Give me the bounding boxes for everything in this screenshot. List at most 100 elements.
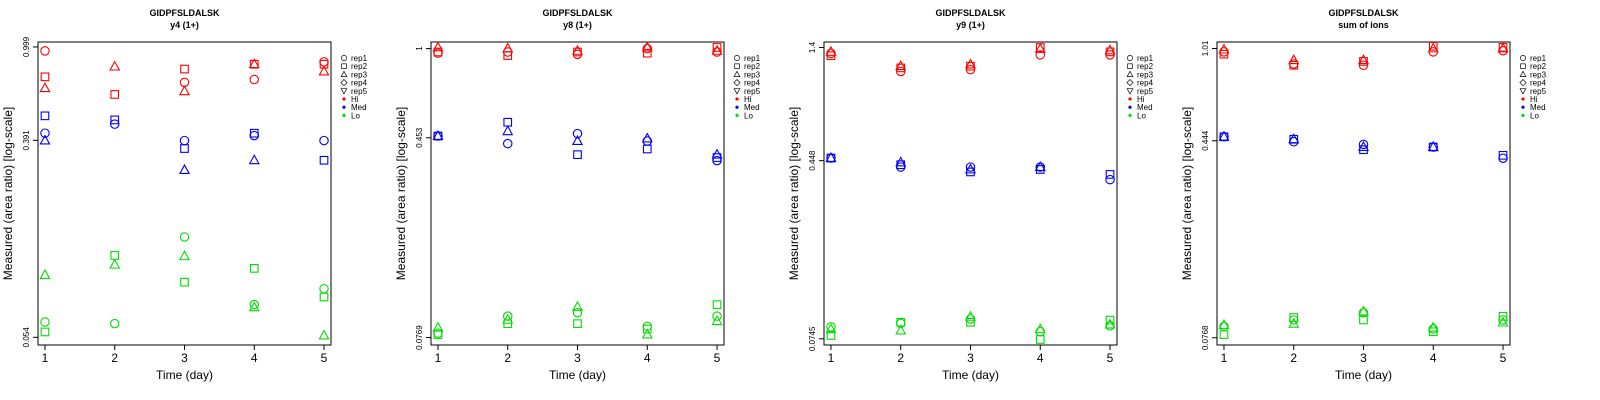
data-point-med-rep3 [432,129,444,141]
legend-label-rep2: rep2 [744,62,761,71]
data-point-med-rep1 [572,128,583,139]
data-point-lo-rep1 [712,311,722,321]
y-tick-label: 0.444 [1201,130,1210,151]
data-point-med-rep2 [40,111,50,121]
legend-label-lo: Lo [1530,111,1539,120]
data-point-hi-rep2 [40,72,50,82]
legend-symbol-rep2 [341,63,347,69]
data-point-lo-rep3 [318,329,330,340]
legend-symbol-rep3 [733,70,741,77]
x-tick-label: 3 [181,351,188,365]
data-point-lo-rep3 [109,258,121,269]
data-point-med-rep3 [1357,140,1370,151]
data-point-lo-rep3 [1034,323,1046,334]
plot-frame [1216,41,1511,346]
data-point-lo-rep3 [641,328,653,339]
chart-title: GIDPFSLDALSK [1328,8,1399,18]
y-tick-label: 0.448 [808,150,817,171]
plot-frame [37,41,332,346]
legend-symbol-rep4 [1519,79,1527,87]
legend-symbol-rep2 [734,63,740,69]
plot-frame [430,41,725,346]
x-tick-label: 4 [1037,351,1044,365]
legend-label-rep4: rep4 [744,79,761,88]
legend-label-rep1: rep1 [351,54,368,63]
data-point-lo-rep3 [571,300,584,311]
chart-subtitle: y9 (1+) [956,20,985,30]
legend-dot-lo [1128,113,1132,117]
chart-subtitle: y4 (1+) [170,20,199,30]
x-axis-label: Time (day) [942,368,999,382]
legend-label-lo: Lo [1137,111,1146,120]
data-point-lo-rep3 [178,250,191,261]
data-point-lo-rep3 [248,301,260,312]
x-tick-label: 1 [435,351,442,365]
chart-panel-2: GIDPFSLDALSK y8 (1+) 1 2 3 4 5 0.0769 0.453 1 Time… [394,8,761,382]
data-point-hi-rep1 [40,46,50,56]
y-tick-label: 0.0769 [415,325,424,350]
data-point-hi-rep3 [1427,42,1439,53]
x-tick-label: 4 [251,351,258,365]
data-point-lo-rep2 [1359,315,1368,325]
legend-label-rep4: rep4 [351,79,368,88]
legend-dot-lo [735,113,739,117]
data-point-lo-rep1 [109,318,120,329]
data-point-lo-rep3 [1497,316,1509,327]
data-point-med-rep3 [248,154,260,165]
data-point-med-rep2 [1498,150,1508,160]
data-point-med-rep1 [502,138,513,149]
data-point-hi-rep3 [248,58,260,69]
chart-title: GIDPFSLDALSK [149,8,220,18]
data-point-lo-rep1 [1288,315,1299,325]
data-point-hi-rep3 [895,60,907,71]
data-point-hi-rep1 [249,74,260,85]
data-point-med-rep1 [1105,174,1115,185]
data-point-lo-rep3 [964,310,977,321]
legend-label-hi: Hi [1137,95,1145,104]
data-point-lo-rep3 [432,321,444,332]
legend-dot-lo [1521,113,1525,117]
data-point-hi-rep1 [1105,50,1115,60]
data-point-lo-rep2 [642,324,652,334]
y-axis-label: Measured (area ratio) [log-scale] [787,107,801,280]
data-point-med-rep2 [1105,170,1115,179]
data-point-hi-rep3 [1357,54,1370,65]
y-tick-label: 0.0768 [1201,325,1210,350]
data-point-lo-rep3 [39,268,51,279]
data-point-med-rep3 [178,163,191,175]
y-tick-label: 0.391 [22,130,31,151]
data-point-lo-rep2 [249,264,259,273]
y-tick-label: 0.999 [22,36,31,57]
data-point-lo-rep1 [319,283,329,294]
x-tick-label: 3 [574,351,581,365]
x-tick-label: 1 [1221,351,1228,365]
data-point-hi-rep3 [825,45,837,56]
data-point-med-rep1 [40,128,50,138]
legend-symbol-rep1 [1520,55,1526,61]
legend-label-med: Med [1530,103,1546,112]
data-point-med-rep1 [895,162,906,172]
legend-dot-hi [342,97,346,101]
data-point-lo-rep3 [502,313,514,324]
data-point-med-rep2 [319,155,329,165]
data-point-hi-rep3 [1104,44,1116,55]
data-point-hi-rep3 [502,42,514,53]
data-point-lo-rep2 [1428,327,1438,337]
data-point-med-rep3 [895,156,907,167]
x-tick-label: 2 [897,351,904,365]
legend-label-med: Med [351,103,367,112]
data-point-med-rep3 [502,125,514,136]
y-axis-label: Measured (area ratio) [log-scale] [1,107,15,280]
data-point-hi-rep2 [1219,49,1229,59]
data-point-hi-rep3 [641,41,653,52]
data-point-med-rep2 [642,144,652,154]
data-points [1218,41,1509,339]
chart-title: GIDPFSLDALSK [935,8,1006,18]
data-point-hi-rep3 [1218,43,1230,54]
data-point-med-rep3 [1034,160,1046,172]
y-tick-label: 1.4 [808,41,817,53]
data-point-med-rep1 [319,135,329,146]
data-point-hi-rep3 [39,82,51,93]
legend-label-rep3: rep3 [1137,70,1154,79]
